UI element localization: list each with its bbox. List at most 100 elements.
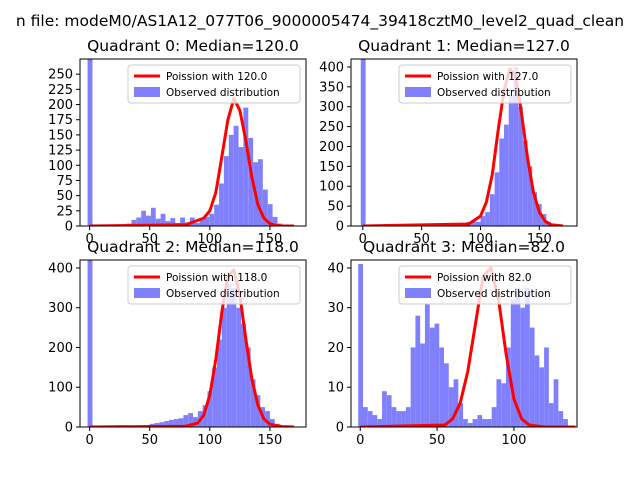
- histogram-bar: [548, 403, 554, 427]
- legend-hist-swatch: [405, 288, 431, 298]
- histogram-bar: [510, 299, 516, 427]
- histogram-bar: [499, 138, 505, 226]
- y-tick-label: 400: [48, 261, 73, 276]
- histogram-bar: [420, 343, 425, 427]
- histogram-bar: [164, 421, 169, 427]
- histogram-bar: [475, 222, 481, 226]
- histogram-bar: [448, 387, 454, 427]
- histogram-bar: [223, 156, 229, 226]
- y-tick-label: 0: [336, 421, 344, 436]
- y-tick-label: 400: [319, 60, 344, 75]
- x-tick-label: 100: [502, 433, 527, 448]
- histogram-bar: [491, 407, 497, 427]
- x-tick-label: 100: [468, 232, 493, 247]
- x-tick-label: 100: [197, 232, 222, 247]
- y-tick-label: 175: [48, 113, 73, 128]
- legend-curve-label: Poission with 82.0: [437, 272, 532, 284]
- histogram-bar: [183, 415, 189, 427]
- histogram-bar: [136, 217, 142, 226]
- histogram-bar: [267, 204, 273, 226]
- histogram-bar: [180, 217, 185, 226]
- legend-hist-label: Observed distribution: [437, 87, 551, 99]
- y-tick-label: 300: [319, 100, 344, 115]
- y-tick-label: 25: [56, 204, 73, 219]
- y-tick-label: 250: [319, 120, 344, 135]
- histogram-bar: [272, 216, 278, 226]
- histogram-bar: [241, 323, 246, 427]
- histogram-bar: [87, 59, 93, 226]
- x-tick-label: 100: [197, 433, 222, 448]
- histogram-bar: [471, 221, 476, 226]
- histogram-bar: [544, 347, 549, 427]
- x-tick-label: 50: [413, 232, 430, 247]
- y-tick-label: 350: [319, 80, 344, 95]
- histogram-bar: [131, 219, 137, 226]
- y-tick-label: 300: [48, 301, 73, 316]
- histogram-bar: [141, 210, 146, 226]
- histogram-bar: [382, 391, 387, 427]
- x-tick-label: 0: [359, 232, 367, 247]
- histogram-bar: [429, 327, 435, 427]
- histogram-bar: [415, 315, 421, 427]
- histogram-bar: [501, 383, 506, 427]
- y-tick-label: 0: [336, 220, 344, 235]
- axes-2: 0 50 100 150 0 100 200 300 400 Quadrant 2: Median…: [48, 238, 307, 448]
- y-tick-label: 150: [48, 128, 73, 143]
- histogram-bar: [243, 107, 249, 226]
- histogram-bar: [482, 419, 487, 427]
- histogram-bar: [250, 379, 256, 427]
- legend-hist-swatch: [134, 87, 160, 97]
- histogram-bar: [553, 379, 559, 427]
- histogram-bar: [238, 147, 244, 226]
- y-tick-label: 200: [48, 341, 73, 356]
- histogram-bar: [168, 419, 174, 427]
- legend-box: [127, 64, 301, 104]
- axes-frame: [350, 58, 578, 227]
- histogram-bar: [228, 134, 234, 226]
- histogram-bar: [178, 418, 184, 427]
- histogram-bar: [563, 419, 568, 427]
- histogram-bar: [522, 140, 528, 226]
- histogram-bar: [386, 395, 392, 427]
- histogram-bar: [212, 367, 218, 427]
- histogram-bar: [245, 347, 251, 427]
- subplot-title: Quadrant 3: Median=82.0: [363, 238, 565, 256]
- histogram-bar: [217, 339, 222, 427]
- histogram-bar: [258, 159, 263, 226]
- axes-frame: [79, 259, 307, 428]
- subplot-title: Quadrant 0: Median=120.0: [87, 37, 299, 55]
- histogram-bar: [221, 307, 227, 427]
- y-tick-label: 250: [48, 68, 73, 83]
- x-tick-label: 150: [258, 433, 283, 448]
- axes-3: 0 50 100 0 10 20 30 40 Quadrant 3: Median=82.0 Po…: [327, 238, 578, 448]
- legend-curve-label: Poission with 120.0: [166, 71, 267, 83]
- histogram-bar: [188, 413, 193, 427]
- x-tick-label: 0: [85, 433, 93, 448]
- histogram-bar: [453, 379, 459, 427]
- histogram-bar: [532, 192, 537, 226]
- histogram-bar: [265, 411, 270, 427]
- histogram-bar: [202, 405, 208, 427]
- histogram-bar: [401, 411, 406, 427]
- histogram-bar: [485, 212, 490, 226]
- histogram-bar: [269, 419, 275, 427]
- axes-frame: [350, 259, 578, 428]
- legend-box: [127, 265, 301, 305]
- histogram-bar: [204, 216, 210, 226]
- histogram-bar: [477, 415, 483, 427]
- histogram-bar: [209, 213, 215, 226]
- y-tick-label: 100: [48, 159, 73, 174]
- histogram-bar: [410, 347, 416, 427]
- y-tick-label: 150: [319, 160, 344, 175]
- x-tick-label: 150: [258, 232, 283, 247]
- histogram-bar: [199, 218, 205, 226]
- y-tick-label: 50: [56, 189, 73, 204]
- legend-hist-label: Observed distribution: [166, 288, 280, 300]
- histogram-bar: [391, 407, 397, 427]
- x-tick-label: 50: [141, 232, 158, 247]
- y-tick-label: 0: [65, 421, 73, 436]
- histogram-bar: [534, 355, 540, 427]
- y-tick-label: 20: [327, 341, 344, 356]
- histogram-bar: [496, 379, 502, 427]
- plot-area: [87, 59, 294, 226]
